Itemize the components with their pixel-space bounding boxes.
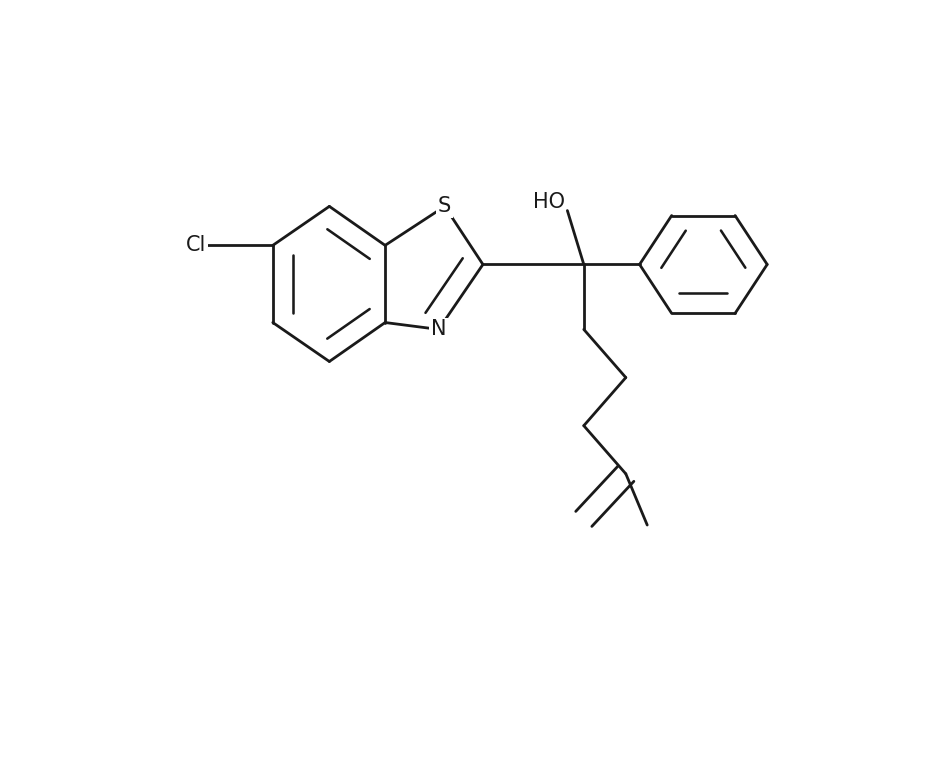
Text: N: N (430, 320, 447, 339)
Text: S: S (438, 196, 451, 216)
Text: HO: HO (533, 192, 565, 212)
Text: Cl: Cl (186, 236, 206, 255)
